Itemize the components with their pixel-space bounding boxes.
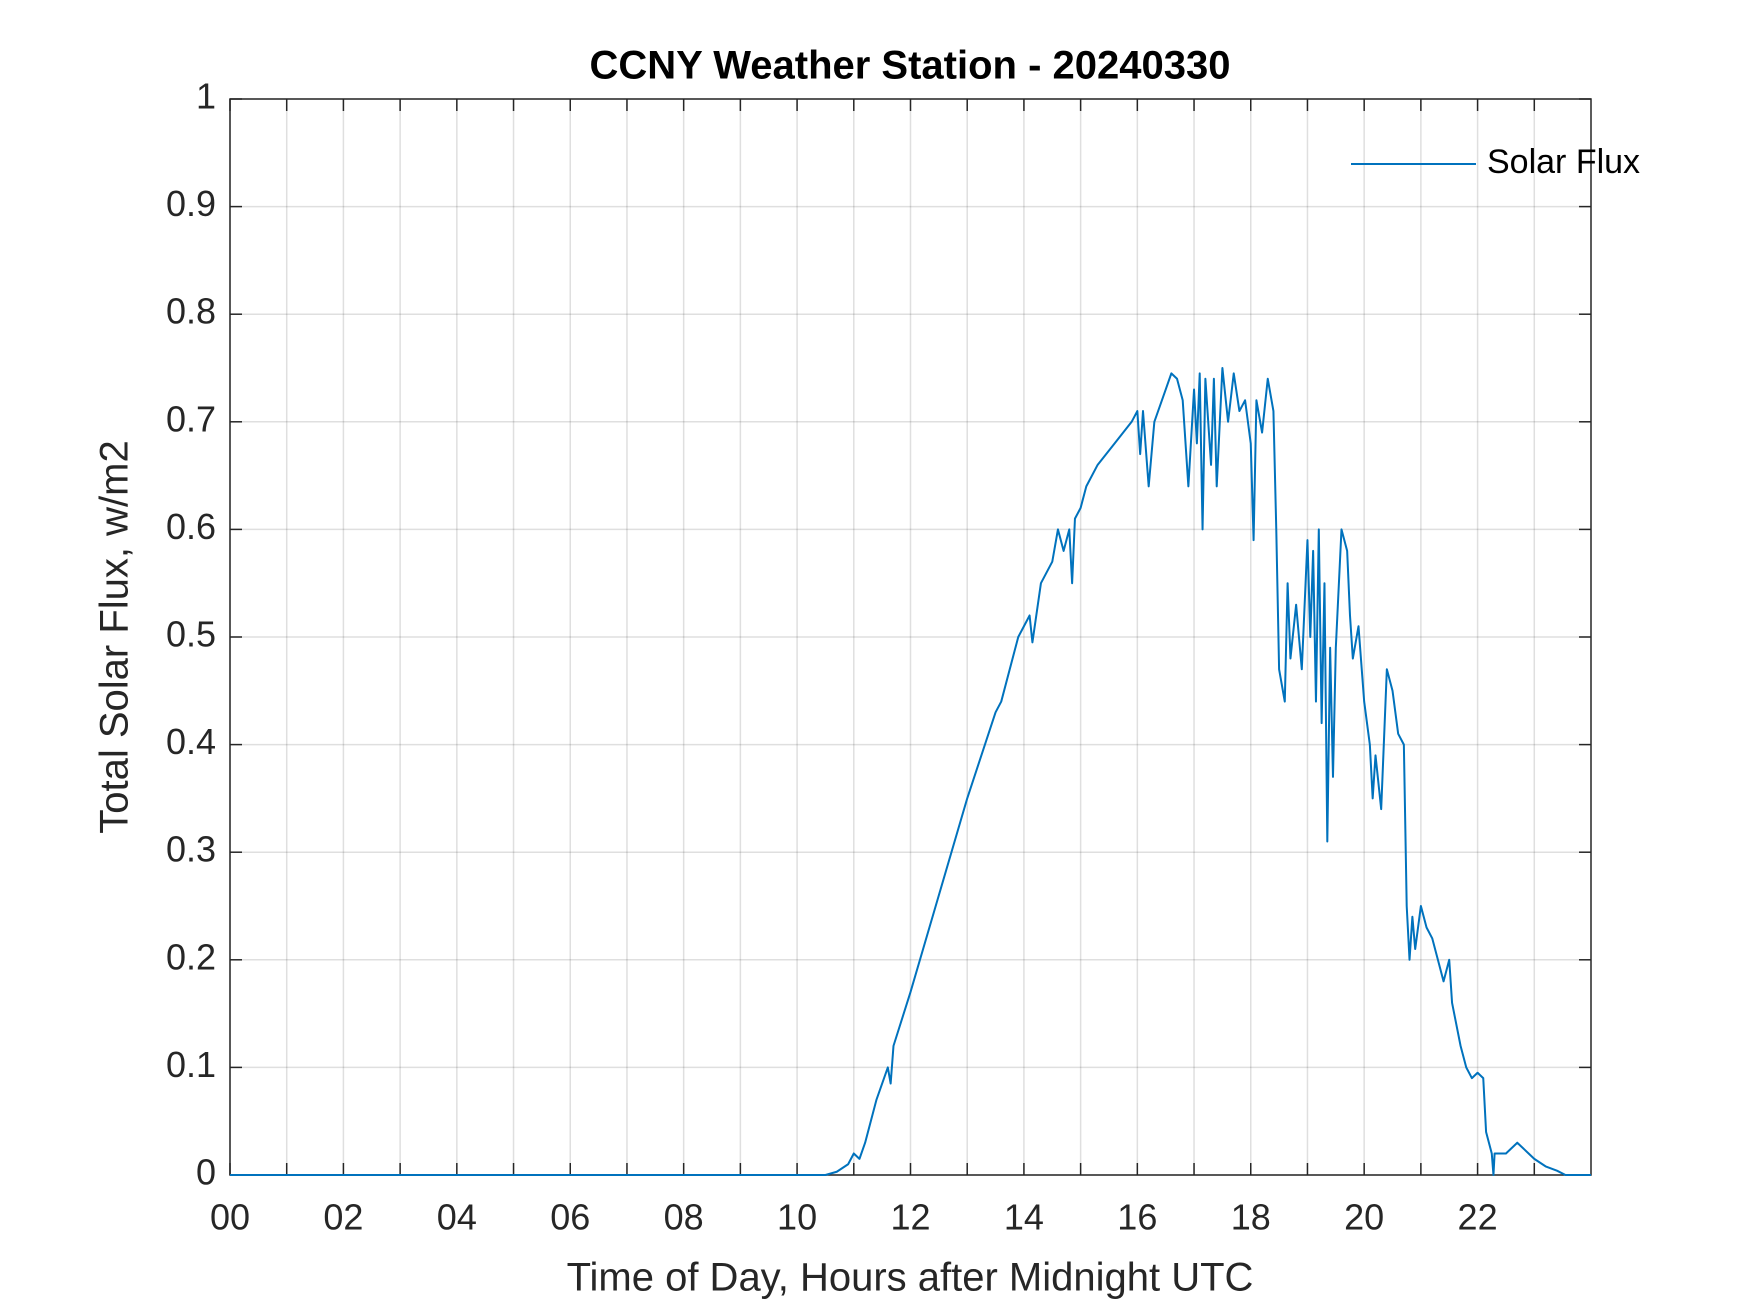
y-tick-label: 0.5 (166, 614, 216, 655)
axes-box (229, 98, 1592, 1176)
x-tick-label: 04 (437, 1197, 477, 1238)
x-tick-label: 02 (323, 1197, 363, 1238)
y-tick-label: 0.3 (166, 829, 216, 870)
x-tick-label: 16 (1117, 1197, 1157, 1238)
x-tick-label: 08 (664, 1197, 704, 1238)
y-tick-label: 0.9 (166, 183, 216, 224)
x-tick-label: 14 (1004, 1197, 1044, 1238)
x-axis-label: Time of Day, Hours after Midnight UTC (567, 1256, 1254, 1300)
y-tick-label: 0.4 (166, 721, 216, 762)
y-tick-label: 0 (196, 1152, 216, 1193)
x-tick-label: 00 (210, 1197, 250, 1238)
chart-title: CCNY Weather Station - 20240330 (590, 44, 1231, 88)
legend-label: Solar Flux (1487, 143, 1640, 181)
y-tick-label: 1 (196, 76, 216, 117)
x-tick-label: 18 (1231, 1197, 1271, 1238)
x-tick-label: 20 (1344, 1197, 1384, 1238)
y-tick-label: 0.2 (166, 936, 216, 977)
y-tick-label: 0.8 (166, 291, 216, 332)
x-tick-label: 06 (550, 1197, 590, 1238)
x-tick-label: 10 (777, 1197, 817, 1238)
x-tick-label: 22 (1458, 1197, 1498, 1238)
data-line (230, 367, 1591, 1176)
y-tick-label: 0.1 (166, 1044, 216, 1085)
x-tick-label: 12 (890, 1197, 930, 1238)
y-tick-label: 0.6 (166, 506, 216, 547)
y-axis-label: Total Solar Flux, w/m2 (93, 440, 137, 833)
y-tick-label: 0.7 (166, 398, 216, 439)
